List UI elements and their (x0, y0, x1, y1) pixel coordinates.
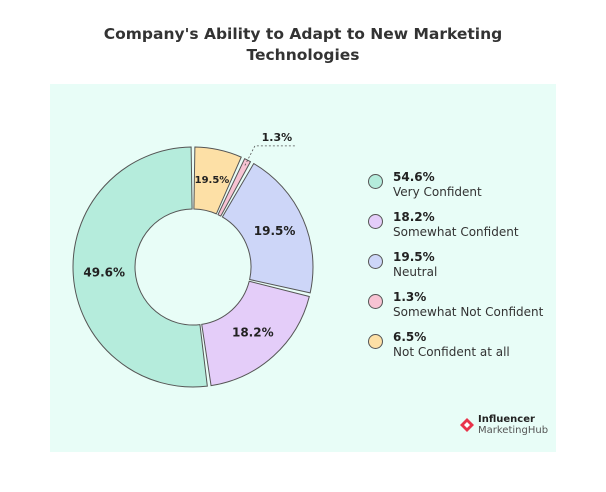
legend-swatch (368, 174, 383, 189)
slice-leader-line (244, 145, 297, 166)
slice-label-somewhat-not-confident: 1.3% (262, 131, 293, 144)
legend-value: 1.3% (393, 290, 427, 304)
legend-value: 6.5% (393, 330, 427, 344)
legend-swatch (368, 334, 383, 349)
slice-very-confident (72, 146, 208, 388)
legend-label: Somewhat Confident (393, 225, 519, 239)
slice-label-somewhat-confident: 18.2% (232, 325, 274, 339)
slice-neutral (221, 162, 314, 294)
slice-label-very-confident: 49.6% (83, 266, 125, 280)
legend-value: 19.5% (393, 250, 435, 264)
legend-swatch (368, 254, 383, 269)
legend-label: Not Confident at all (393, 345, 510, 359)
legend-label: Very Confident (393, 185, 482, 199)
slice-somewhat-confident (201, 280, 310, 387)
legend-value: 54.6% (393, 170, 435, 184)
logo-text-line-1: Influencer (478, 414, 535, 425)
chart-title: Company's Ability to Adapt to New Market… (0, 24, 606, 66)
logo-text-line-2: MarketingHub (478, 425, 549, 436)
slice-somewhat-not-confident (217, 158, 252, 217)
slice-label-neutral: 19.5% (254, 224, 296, 238)
chart-title-line-1: Company's Ability to Adapt to New Market… (103, 25, 503, 43)
logo-diamond-icon (460, 418, 474, 432)
chart-title-line-2: Technologies (246, 46, 360, 64)
legend-swatch (368, 294, 383, 309)
legend-swatch (368, 214, 383, 229)
slice-not-confident-at-all (193, 146, 242, 215)
slice-label-not-confident-at-all: 19.5% (195, 175, 230, 186)
legend-value: 18.2% (393, 210, 435, 224)
legend-label: Somewhat Not Confident (393, 305, 544, 319)
legend-label: Neutral (393, 265, 438, 279)
